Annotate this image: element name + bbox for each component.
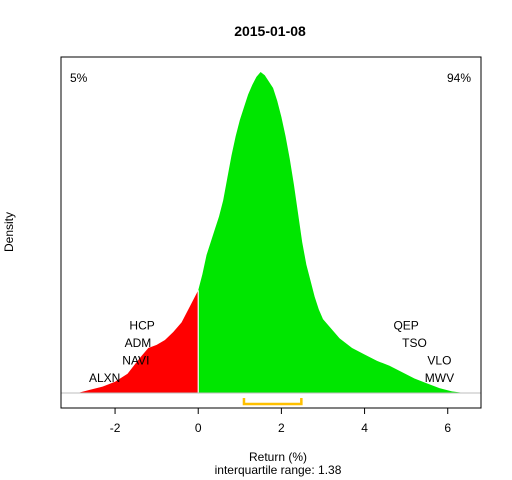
density-area-negative bbox=[77, 290, 199, 393]
density-area-positive bbox=[198, 72, 465, 393]
iqr-bracket bbox=[242, 398, 303, 406]
x-tick-label: 0 bbox=[195, 421, 202, 435]
left-ticker-label: NAVI bbox=[122, 354, 149, 368]
x-tick-label: 4 bbox=[361, 421, 368, 435]
chart-title: 2015-01-08 bbox=[234, 23, 306, 39]
right-ticker-label: TSO bbox=[402, 336, 427, 350]
left-ticker-label: ALXN bbox=[89, 371, 120, 385]
plot-frame bbox=[60, 56, 482, 409]
x-tick-label: -2 bbox=[110, 421, 121, 435]
x-tick-label: 2 bbox=[278, 421, 285, 435]
x-axis-label: Return (%) bbox=[249, 450, 307, 464]
corner-left-label: 5% bbox=[70, 71, 88, 85]
x-tick-label: 6 bbox=[444, 421, 451, 435]
right-ticker-label: MWV bbox=[425, 371, 454, 385]
corner-right-label: 94% bbox=[447, 71, 471, 85]
left-ticker-label: ADM bbox=[125, 336, 152, 350]
iqr-subtitle: interquartile range: 1.38 bbox=[215, 463, 342, 477]
right-ticker-label: QEP bbox=[393, 319, 418, 333]
y-axis-label: Density bbox=[2, 212, 16, 252]
right-ticker-label: VLO bbox=[427, 354, 451, 368]
left-ticker-label: HCP bbox=[129, 319, 154, 333]
